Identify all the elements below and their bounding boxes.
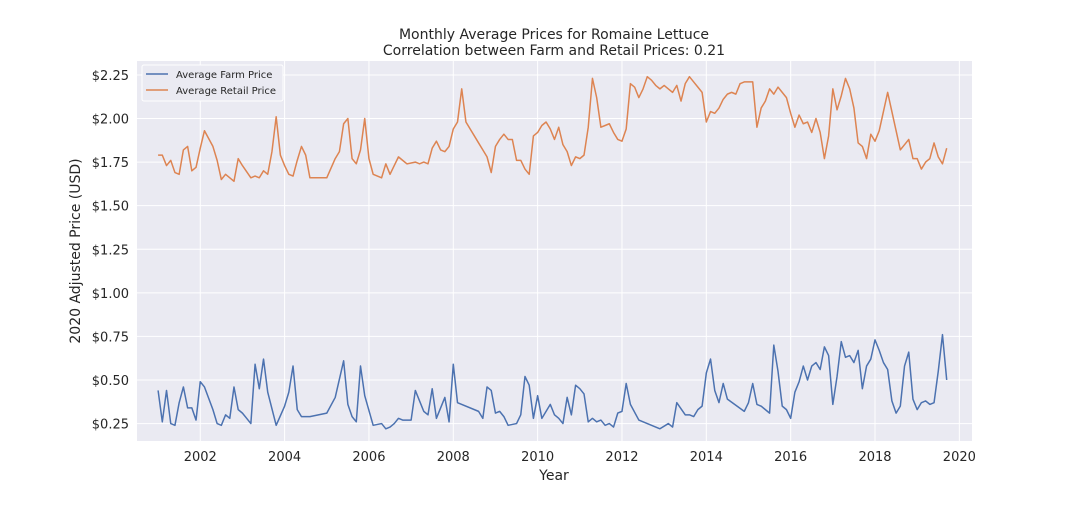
legend-label-farm: Average Farm Price xyxy=(176,70,272,81)
x-tick-label: 2006 xyxy=(352,450,385,465)
x-tick-label: 2008 xyxy=(437,450,470,465)
series-line-retail-price xyxy=(158,75,948,183)
y-tick-label: $0.50 xyxy=(92,374,129,389)
y-tick-label: $2.00 xyxy=(92,113,129,128)
x-axis: 2002 2004 2006 2008 2010 2012 2014 2016 2018 2020 xyxy=(184,450,976,465)
series-layer xyxy=(157,75,948,430)
x-tick-label: 2002 xyxy=(184,450,217,465)
plot-area xyxy=(137,61,972,441)
y-tick-label: $1.25 xyxy=(92,243,129,258)
legend-box xyxy=(141,64,284,102)
y-tick-label: $1.75 xyxy=(92,156,129,171)
x-tick-label: 2010 xyxy=(521,450,554,465)
x-tick-label: 2018 xyxy=(858,450,891,465)
y-tick-label: $2.25 xyxy=(92,69,129,84)
legend-label-retail: Average Retail Price xyxy=(176,86,276,97)
y-tick-label: $0.25 xyxy=(92,418,129,433)
x-tick-label: 2004 xyxy=(268,450,301,465)
x-axis-label: Year xyxy=(538,468,569,484)
x-tick-label: 2016 xyxy=(774,450,807,465)
series-line-farm-price xyxy=(157,333,948,430)
y-axis-label: 2020 Adjusted Price (USD) xyxy=(68,158,84,343)
grid xyxy=(137,61,972,441)
y-tick-label: $1.00 xyxy=(92,287,129,302)
chart-title: Monthly Average Prices for Romaine Lettu… xyxy=(399,27,709,43)
chart-subtitle: Correlation between Farm and Retail Pric… xyxy=(383,43,725,59)
y-tick-label: $0.75 xyxy=(92,330,129,345)
x-tick-label: 2014 xyxy=(690,450,723,465)
legend: Average Farm Price Average Retail Price xyxy=(141,64,284,102)
x-tick-label: 2012 xyxy=(605,450,638,465)
y-axis: $0.25 $0.50 $0.75 $1.00 $1.25 $1.50 $1.75 $2.00… xyxy=(92,69,129,433)
y-tick-label: $1.50 xyxy=(92,200,129,215)
x-tick-label: 2020 xyxy=(943,450,976,465)
